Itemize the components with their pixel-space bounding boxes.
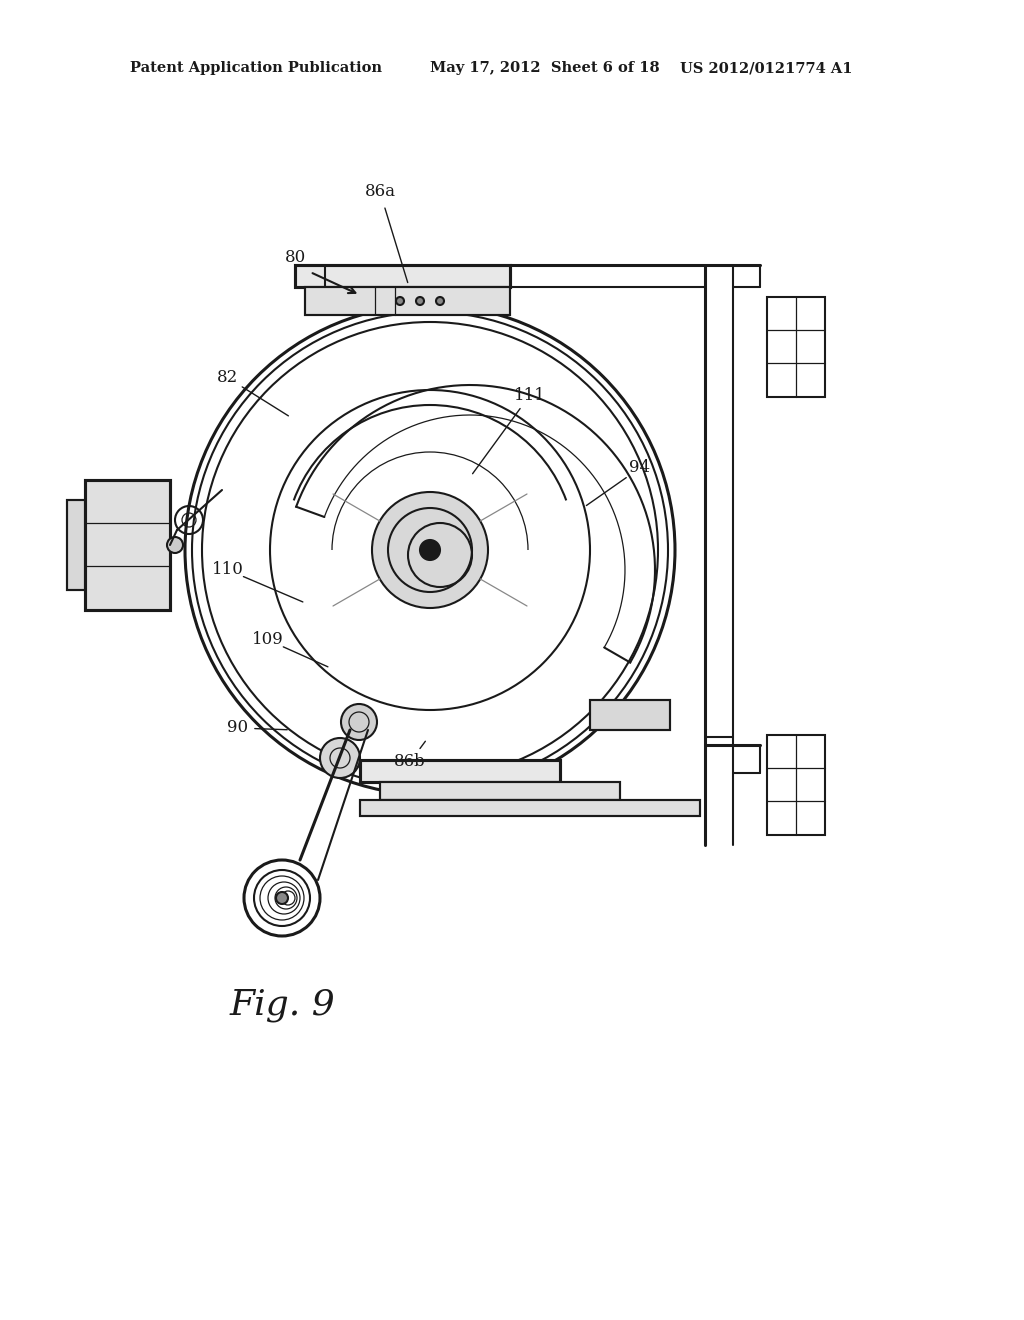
Circle shape [372, 492, 488, 609]
Bar [85, 480, 170, 610]
Bar [67, 500, 85, 590]
Text: 86b: 86b [394, 754, 426, 771]
Circle shape [319, 738, 360, 777]
Bar [295, 265, 510, 286]
Text: 82: 82 [217, 370, 239, 387]
Bar [767, 735, 825, 836]
Bar [360, 800, 700, 816]
Bar [380, 781, 620, 800]
Text: Fig. 9: Fig. 9 [230, 987, 336, 1022]
Bar [360, 760, 560, 781]
Bar [295, 265, 510, 286]
Bar [360, 800, 700, 816]
Text: May 17, 2012  Sheet 6 of 18: May 17, 2012 Sheet 6 of 18 [430, 61, 659, 75]
Circle shape [276, 892, 288, 904]
Text: 90: 90 [227, 719, 249, 737]
Bar [305, 286, 510, 315]
Bar [67, 500, 85, 590]
Text: Patent Application Publication: Patent Application Publication [130, 61, 382, 75]
Circle shape [396, 297, 404, 305]
Bar [590, 700, 670, 730]
Circle shape [420, 540, 440, 560]
Bar [380, 781, 620, 800]
Text: 111: 111 [514, 387, 546, 404]
Text: 86a: 86a [365, 183, 395, 201]
Circle shape [341, 704, 377, 741]
Circle shape [436, 297, 444, 305]
Bar [85, 480, 170, 610]
Text: US 2012/0121774 A1: US 2012/0121774 A1 [680, 61, 853, 75]
Text: 94: 94 [630, 459, 650, 477]
Bar [590, 700, 670, 730]
Text: 109: 109 [252, 631, 284, 648]
Text: 110: 110 [212, 561, 244, 578]
Circle shape [167, 537, 183, 553]
Text: 80: 80 [285, 249, 305, 267]
Circle shape [416, 297, 424, 305]
Bar [767, 297, 825, 397]
Bar [360, 760, 560, 781]
Bar [305, 286, 510, 315]
